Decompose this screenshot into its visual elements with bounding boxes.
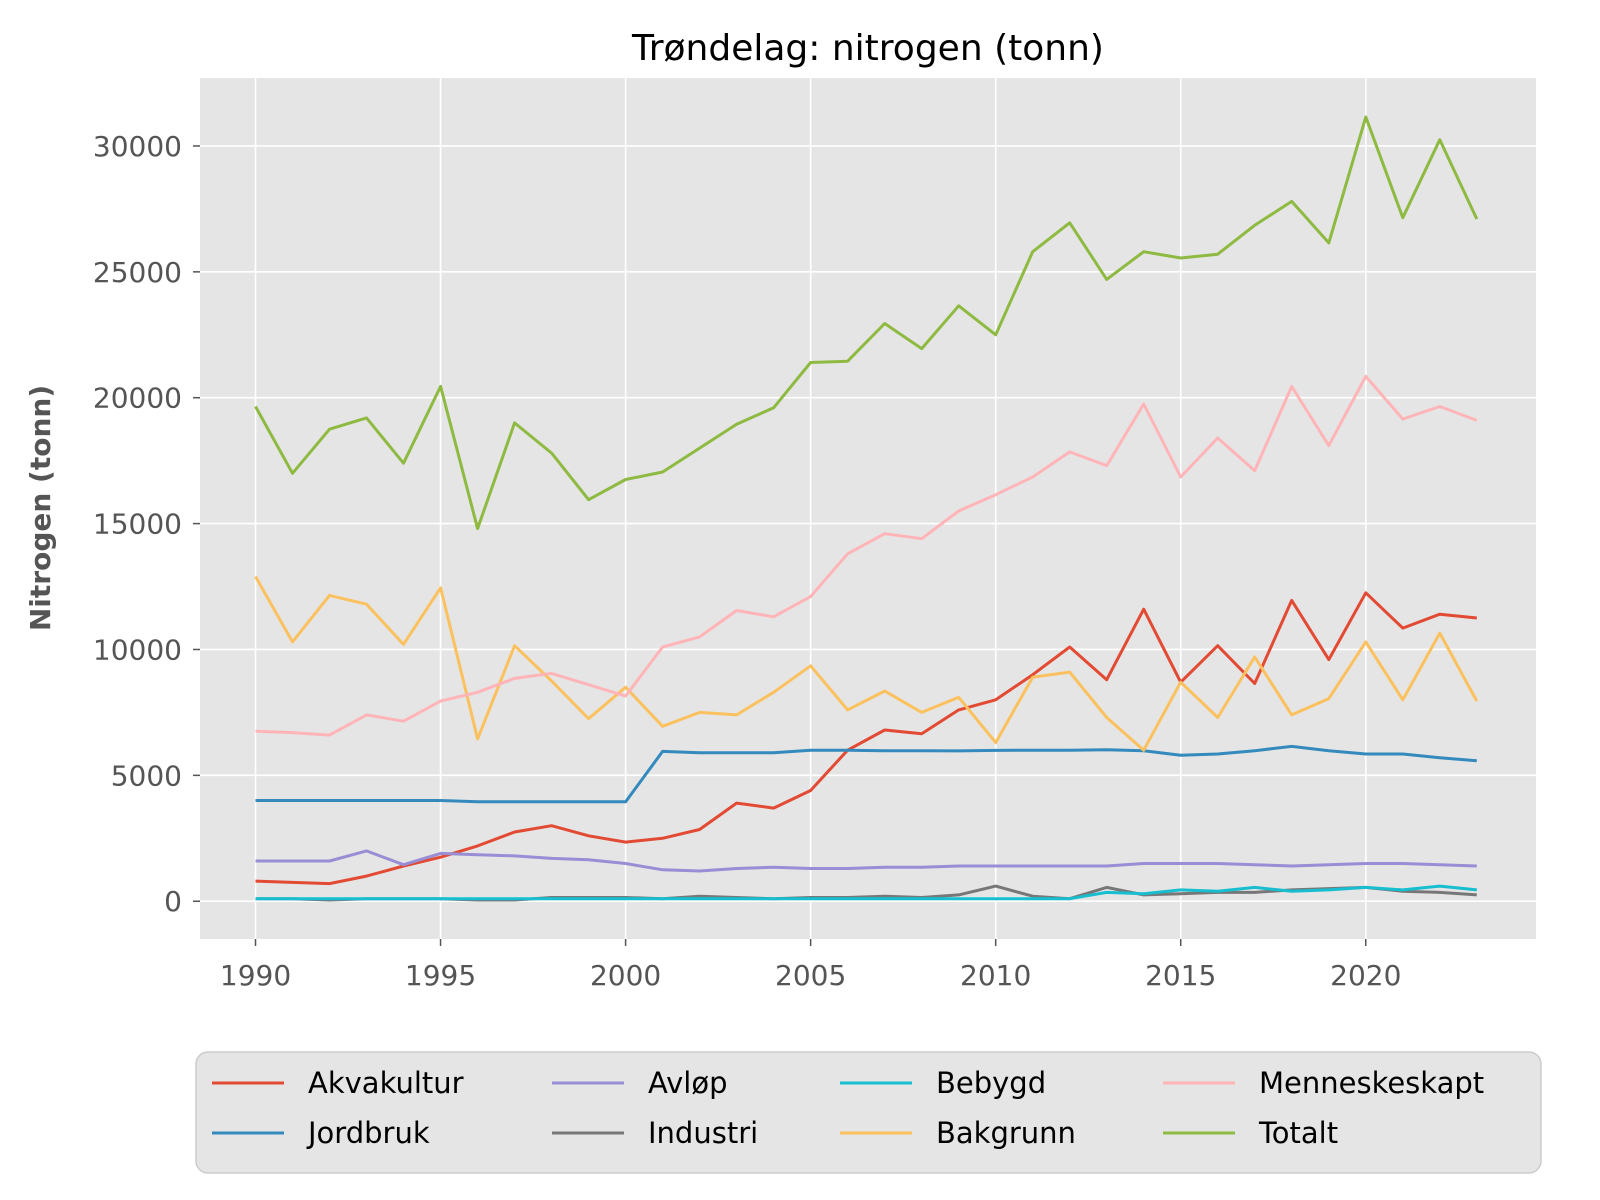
x-tick-label: 2015	[1145, 959, 1216, 992]
legend-label-bakgrunn: Bakgrunn	[936, 1116, 1076, 1150]
series-line-akvakultur	[255, 591, 1477, 886]
series-line-totalt	[254, 115, 1479, 531]
x-tick-label: 2000	[590, 959, 661, 992]
series-line-avl-p	[255, 849, 1477, 873]
y-tick-label: 5000	[111, 759, 182, 792]
y-tick-label: 20000	[93, 382, 182, 415]
y-axis-label: Nitrogen (tonn)	[24, 385, 57, 631]
legend-label-totalt: Totalt	[1258, 1116, 1338, 1150]
legend: Akvakultur Jordbruk Avløp Industri Bebygd Bak…	[195, 1051, 1542, 1174]
x-tick-label: 2020	[1330, 959, 1401, 992]
y-tick-label: 0	[164, 885, 182, 918]
x-tick-label: 2005	[775, 959, 846, 992]
x-axis-ticks: 1990 1995 2000 2005 2010 2015 2020	[220, 939, 1401, 992]
x-tick-label: 1990	[220, 959, 291, 992]
legend-label-industri: Industri	[648, 1116, 758, 1150]
series-lines	[254, 115, 1479, 902]
x-tick-label: 1995	[405, 959, 476, 992]
legend-items: Akvakultur Jordbruk Avløp Industri Bebygd Bak…	[212, 1066, 1484, 1150]
y-tick-label: 30000	[93, 130, 182, 163]
legend-label-jordbruk: Jordbruk	[306, 1116, 430, 1150]
legend-label-avl-p: Avløp	[648, 1066, 728, 1100]
x-tick-label: 2010	[960, 959, 1031, 992]
y-tick-label: 15000	[93, 508, 182, 541]
grid-lines	[200, 78, 1536, 939]
plot-background	[200, 78, 1536, 939]
series-line-menneskeskapt	[255, 374, 1478, 737]
y-tick-label: 25000	[93, 256, 182, 289]
y-axis-ticks: 0 5000 10000 15000 20000 25000 30000	[93, 130, 200, 918]
chart-title: Trøndelag: nitrogen (tonn)	[631, 28, 1104, 69]
y-tick-label: 10000	[93, 633, 182, 666]
series-line-bakgrunn	[254, 575, 1479, 752]
series-line-bebygd	[255, 884, 1477, 901]
legend-label-bebygd: Bebygd	[936, 1066, 1046, 1100]
legend-label-akvakultur: Akvakultur	[308, 1066, 464, 1100]
series-line-jordbruk	[255, 744, 1477, 804]
legend-label-menneskeskapt: Menneskeskapt	[1259, 1066, 1484, 1100]
